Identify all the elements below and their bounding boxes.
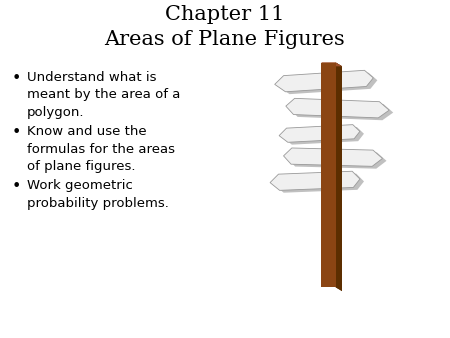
Polygon shape <box>336 63 342 291</box>
Text: •: • <box>11 71 21 86</box>
Polygon shape <box>286 98 389 118</box>
Polygon shape <box>321 63 336 287</box>
Text: Know and use the
formulas for the areas
of plane figures.: Know and use the formulas for the areas … <box>27 125 175 173</box>
Polygon shape <box>321 63 342 66</box>
Text: •: • <box>11 179 21 194</box>
Text: •: • <box>11 125 21 140</box>
Text: Chapter 11: Chapter 11 <box>165 5 285 24</box>
Polygon shape <box>274 174 364 193</box>
Text: Understand what is
meant by the area of a
polygon.: Understand what is meant by the area of … <box>27 71 180 119</box>
Text: Areas of Plane Figures: Areas of Plane Figures <box>104 30 346 49</box>
Text: Work geometric
probability problems.: Work geometric probability problems. <box>27 179 169 210</box>
Polygon shape <box>283 127 364 145</box>
Polygon shape <box>336 63 342 291</box>
Polygon shape <box>270 171 360 190</box>
Polygon shape <box>274 70 374 92</box>
Polygon shape <box>279 73 378 94</box>
Polygon shape <box>288 150 387 169</box>
Polygon shape <box>290 101 393 120</box>
Polygon shape <box>321 63 336 287</box>
Polygon shape <box>279 125 360 142</box>
Polygon shape <box>284 148 382 166</box>
Polygon shape <box>321 63 342 66</box>
